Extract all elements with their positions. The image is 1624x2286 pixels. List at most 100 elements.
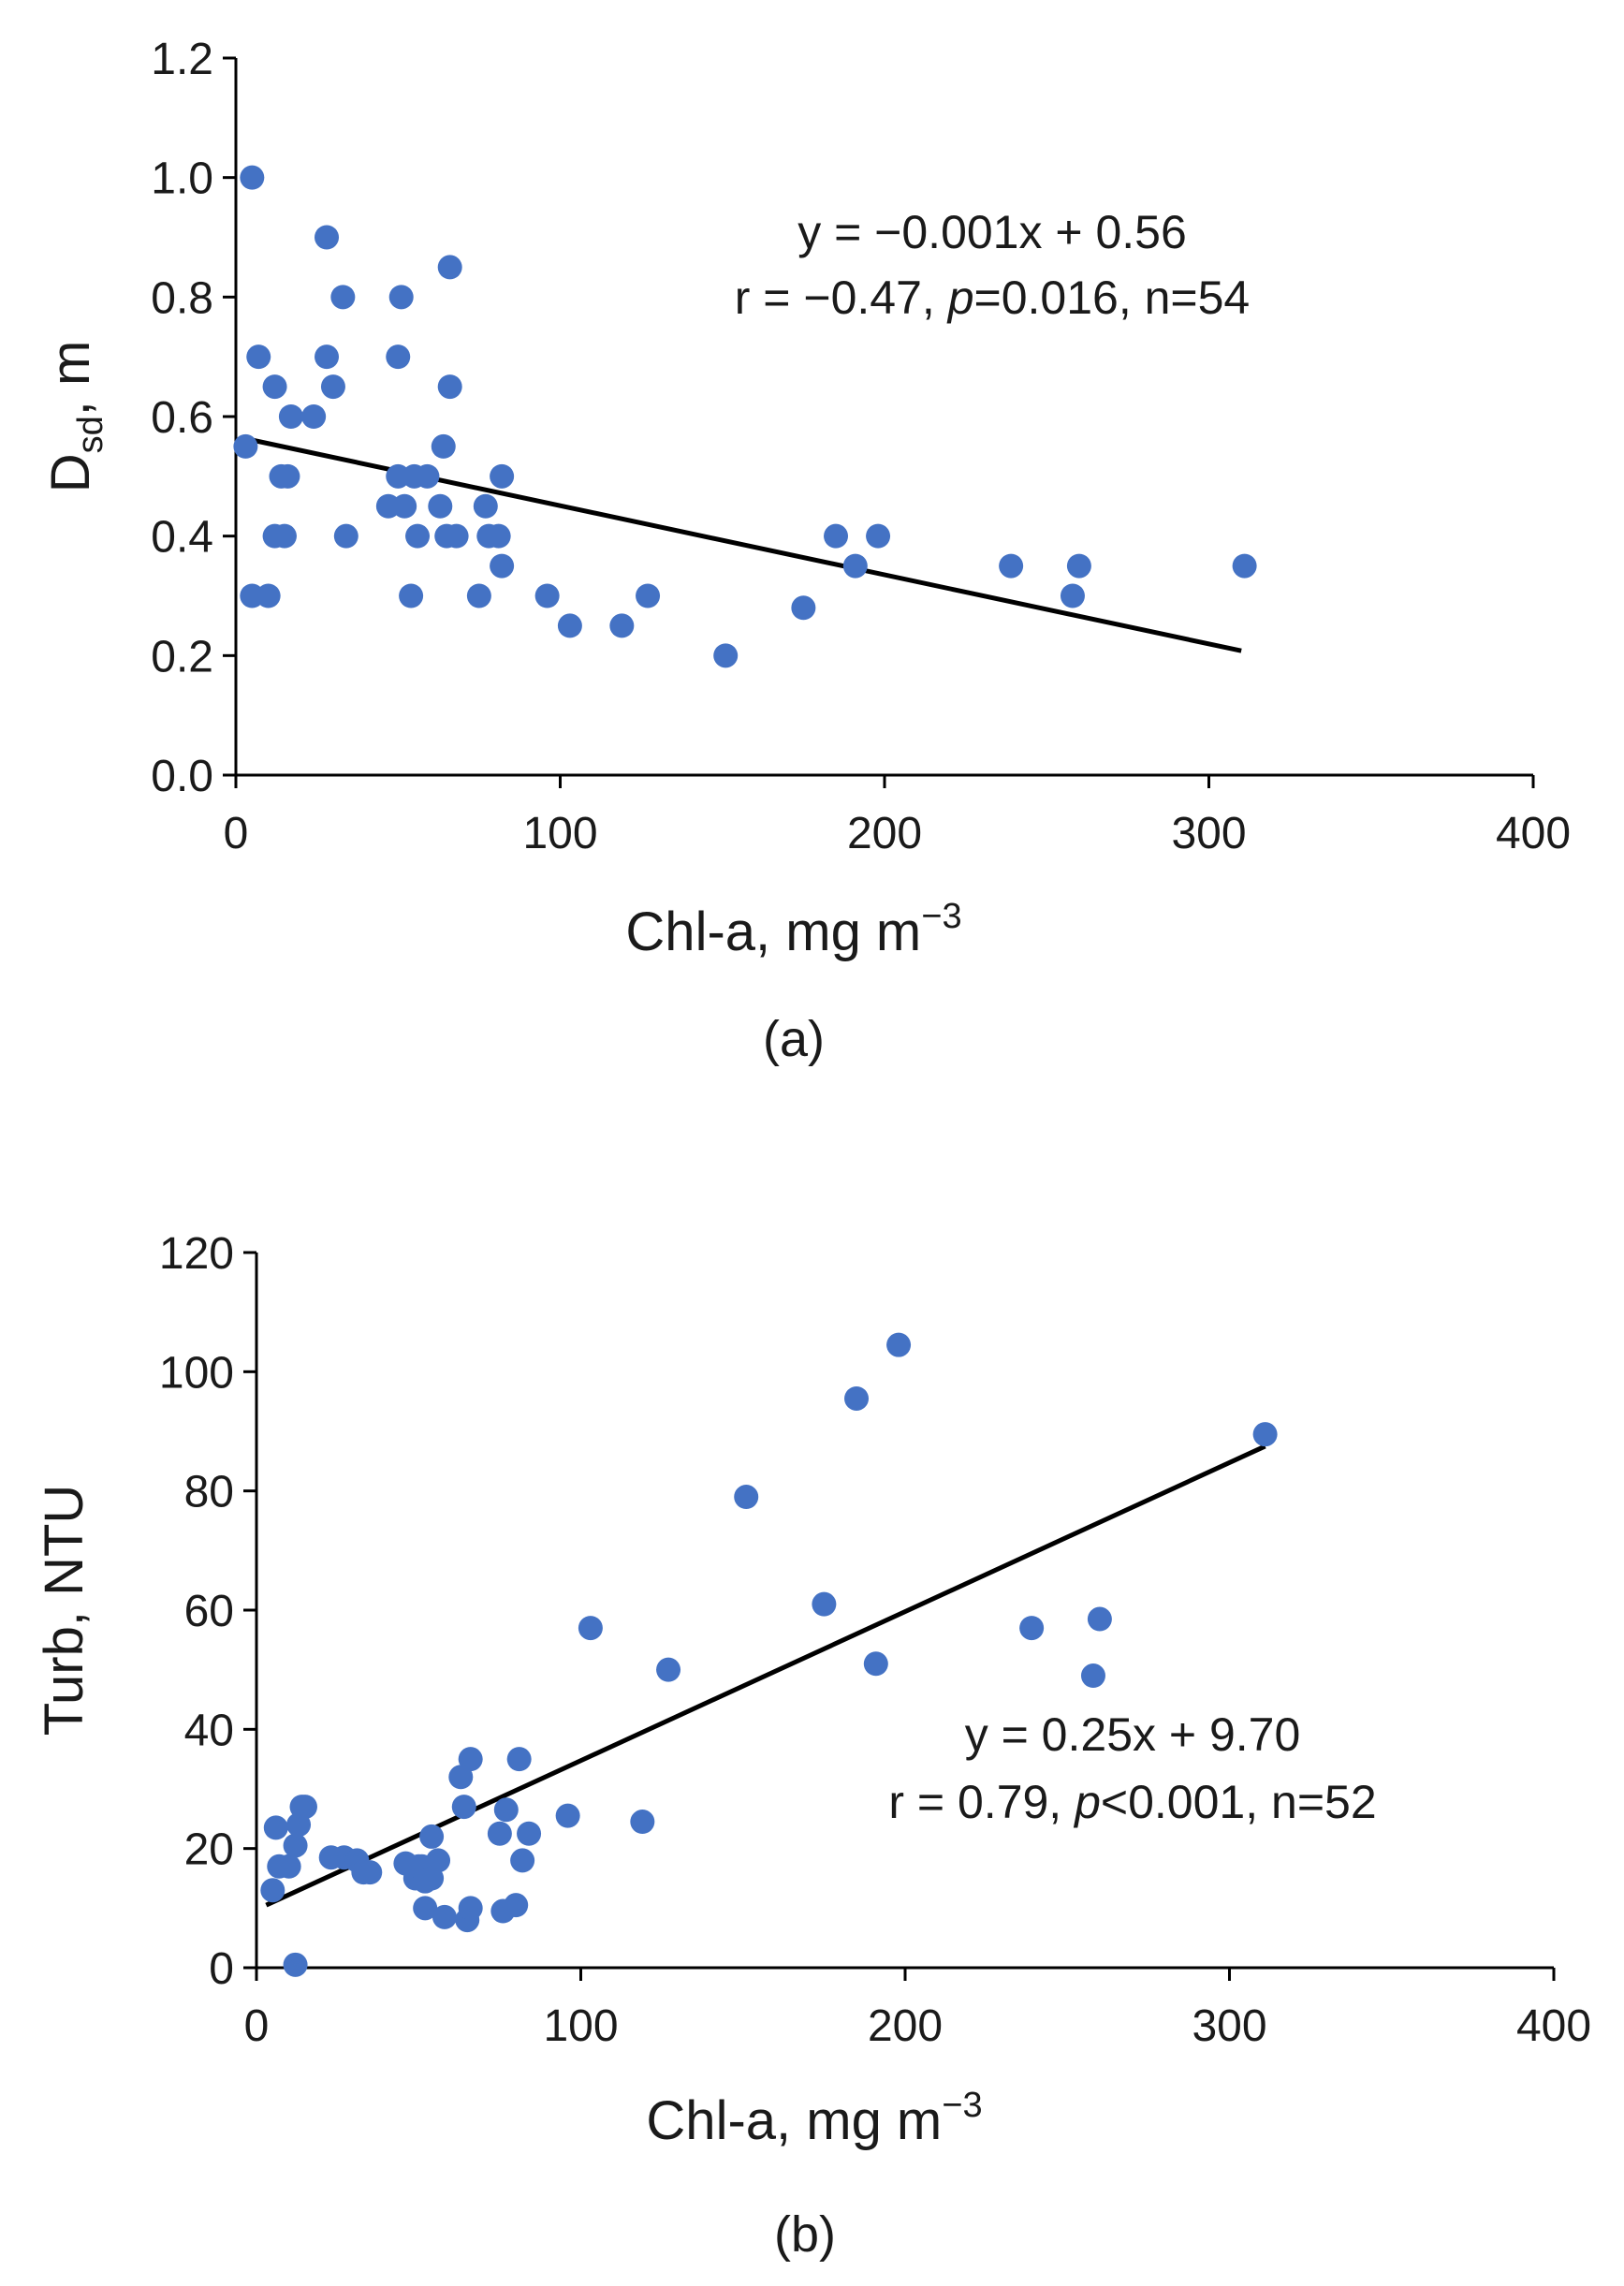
- data-point: [1087, 1606, 1112, 1632]
- data-point: [275, 463, 300, 489]
- data-point: [863, 1651, 888, 1677]
- data-point: [609, 613, 635, 638]
- data-point: [388, 285, 414, 310]
- panel-b: 0 20 40 60 80 100 120 0 100 200 300 400 y = 0.25x …: [34, 1229, 1591, 2263]
- data-point: [866, 523, 891, 549]
- data-point: [517, 1821, 542, 1846]
- panel-a: 0.0 0.2 0.4 0.6 0.8 1.0 1.2 0 100 200 300 400 y = …: [40, 35, 1571, 1067]
- data-point: [437, 255, 462, 280]
- y-tick-label: 100: [159, 1348, 234, 1398]
- y-axis-title: Dsd, m: [40, 341, 110, 493]
- data-point: [734, 1485, 759, 1510]
- x-tick-label: 400: [1516, 2001, 1591, 2051]
- data-point: [444, 523, 469, 549]
- data-point: [428, 493, 453, 519]
- y-ticks: 0.0 0.2 0.4 0.6 0.8 1.0 1.2: [151, 35, 236, 801]
- data-point: [999, 553, 1024, 579]
- data-point: [656, 1657, 681, 1682]
- data-point: [466, 583, 491, 608]
- data-point: [486, 523, 511, 549]
- data-point: [713, 643, 739, 668]
- data-point: [399, 583, 424, 608]
- data-point: [1066, 553, 1091, 579]
- y-tick-label: 60: [184, 1587, 234, 1636]
- trendline: [265, 1443, 1266, 1908]
- data-point: [431, 433, 456, 459]
- data-point: [415, 463, 440, 489]
- data-point: [1080, 1663, 1105, 1689]
- data-point: [490, 463, 515, 489]
- data-point: [240, 165, 265, 190]
- data-point: [1019, 1616, 1045, 1641]
- data-point: [260, 1878, 285, 1903]
- data-point: [842, 553, 868, 579]
- data-point: [386, 344, 411, 370]
- x-axis-title: Chl-a, mg m−3: [646, 2086, 982, 2151]
- data-point: [405, 523, 431, 549]
- data-point: [358, 1860, 383, 1885]
- y-tick-label: 0.0: [151, 752, 213, 801]
- data-points: [260, 1332, 1278, 1977]
- y-tick-label: 0.8: [151, 273, 213, 323]
- x-axis-title: Chl-a, mg m−3: [625, 897, 961, 962]
- data-point: [271, 523, 297, 549]
- y-tick-label: 0: [209, 1944, 234, 1994]
- data-point: [276, 1854, 301, 1879]
- x-tick-label: 0: [224, 809, 249, 858]
- data-point: [278, 404, 303, 429]
- data-point: [824, 523, 849, 549]
- panel-label-a: (a): [763, 1011, 825, 1067]
- data-point: [510, 1848, 535, 1873]
- x-tick-label: 100: [543, 2001, 618, 2051]
- data-point: [426, 1848, 451, 1873]
- x-tick-label: 200: [847, 809, 922, 858]
- data-points: [233, 165, 1257, 668]
- x-tick-label: 0: [244, 2001, 270, 2051]
- y-ticks: 0 20 40 60 80 100 120: [159, 1229, 256, 1994]
- data-point: [392, 493, 417, 519]
- regression-equation: y = 0.25x + 9.70: [965, 1708, 1301, 1761]
- x-ticks: 0 100 200 300 400: [224, 775, 1571, 858]
- data-point: [283, 1952, 308, 1977]
- data-point: [557, 613, 582, 638]
- data-point: [333, 523, 358, 549]
- regression-stats: r = 0.79, p<0.001, n=52: [888, 1776, 1376, 1828]
- regression-equation: y = −0.001x + 0.56: [797, 206, 1187, 258]
- y-tick-label: 1.0: [151, 154, 213, 204]
- data-point: [256, 583, 281, 608]
- data-point: [630, 1810, 655, 1835]
- data-point: [844, 1385, 870, 1411]
- data-point: [233, 433, 258, 459]
- data-point: [330, 285, 356, 310]
- data-point: [487, 1821, 512, 1846]
- data-point: [812, 1591, 837, 1617]
- data-point: [448, 1765, 474, 1790]
- y-tick-label: 0.4: [151, 513, 213, 563]
- data-point: [419, 1824, 445, 1849]
- data-point: [320, 374, 345, 400]
- data-point: [534, 583, 560, 608]
- x-ticks: 0 100 200 300 400: [244, 1968, 1591, 2051]
- data-point: [458, 1747, 483, 1772]
- data-point: [437, 374, 462, 400]
- data-point: [490, 553, 515, 579]
- data-point: [246, 344, 271, 370]
- data-point: [578, 1616, 603, 1641]
- x-tick-label: 300: [1171, 809, 1246, 858]
- y-tick-label: 120: [159, 1229, 234, 1279]
- data-point: [292, 1795, 317, 1820]
- data-point: [504, 1893, 529, 1918]
- data-point: [301, 404, 327, 429]
- data-point: [1252, 1422, 1278, 1447]
- panel-label-b: (b): [774, 2206, 836, 2263]
- y-tick-label: 0.6: [151, 393, 213, 443]
- data-point: [506, 1747, 532, 1772]
- y-tick-label: 0.2: [151, 632, 213, 681]
- data-point: [555, 1803, 580, 1828]
- y-tick-label: 40: [184, 1706, 234, 1755]
- trendline-group: [265, 1443, 1266, 1908]
- x-tick-label: 300: [1192, 2001, 1266, 2051]
- data-point: [458, 1896, 483, 1921]
- data-point: [315, 225, 340, 250]
